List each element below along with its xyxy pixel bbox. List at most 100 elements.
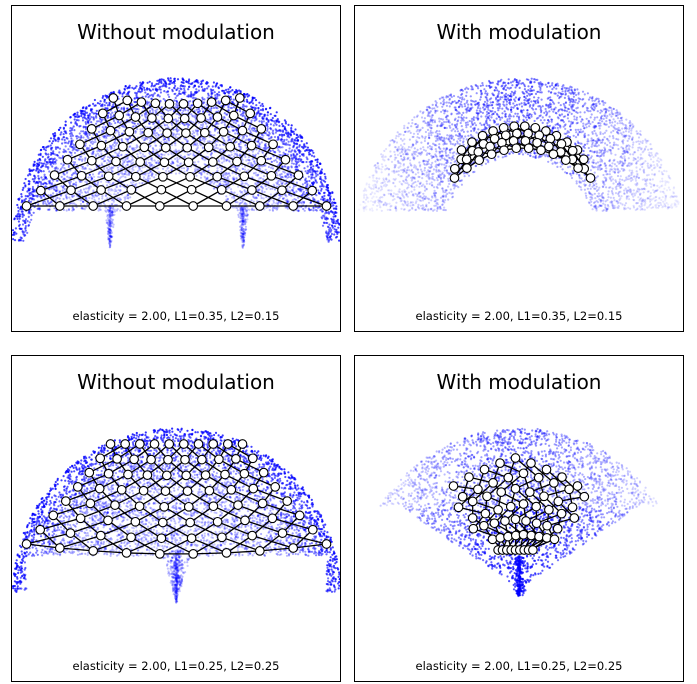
sample-point [28, 212, 32, 215]
sample-point [239, 214, 242, 217]
sample-point [151, 109, 154, 112]
sample-point [176, 158, 179, 161]
sample-point [53, 134, 56, 138]
sample-point [188, 78, 191, 81]
sample-point [42, 200, 45, 203]
sample-point [212, 81, 215, 84]
sample-point [176, 130, 179, 133]
sample-point [176, 132, 179, 136]
sample-point [37, 174, 40, 178]
sample-point [179, 92, 182, 95]
sample-point [304, 178, 307, 181]
sample-point [133, 107, 136, 110]
sample-point [90, 116, 93, 119]
sample-point [251, 158, 254, 161]
sample-point [226, 90, 229, 94]
sample-point [88, 104, 91, 107]
sample-point [324, 175, 327, 178]
sample-point [226, 197, 229, 200]
sample-point [193, 84, 196, 87]
sample-point [41, 155, 44, 158]
sample-point [210, 107, 213, 110]
sample-point [290, 155, 293, 158]
sample-point [63, 177, 66, 180]
sample-point [122, 91, 125, 95]
sample-point [49, 201, 52, 204]
sample-point [223, 183, 226, 186]
sample-point [223, 123, 226, 126]
sample-point [223, 115, 226, 119]
sample-point [98, 102, 101, 105]
sample-point [90, 109, 93, 112]
sample-point [306, 165, 309, 168]
sample-point [100, 180, 103, 183]
sample-point [81, 200, 85, 203]
sample-point [320, 189, 323, 192]
sample-point [85, 130, 88, 133]
sample-point [253, 154, 256, 157]
sample-point [244, 228, 247, 231]
sample-point [103, 128, 106, 131]
sample-point [159, 85, 162, 88]
sample-point [103, 167, 106, 171]
sample-point [34, 194, 37, 197]
sample-point [312, 209, 315, 212]
sample-point [146, 93, 149, 96]
sample-point [212, 89, 215, 92]
sample-point [30, 214, 33, 217]
sample-point [304, 206, 307, 209]
sample-point [126, 173, 129, 176]
sample-point [82, 188, 86, 191]
sample-point [286, 143, 290, 146]
sample-point [242, 136, 245, 139]
sample-point [109, 223, 112, 226]
sample-point [257, 140, 260, 143]
sample-point [273, 151, 276, 154]
sample-point [76, 149, 79, 152]
sample-point [112, 103, 115, 106]
sample-point [84, 122, 88, 125]
sample-point [270, 128, 273, 131]
sample-point [261, 102, 264, 106]
sample-point [135, 182, 138, 186]
sample-point [302, 147, 305, 150]
sample-point [24, 227, 27, 230]
sample-point [48, 181, 52, 184]
sample-point [297, 188, 300, 191]
sample-point [242, 230, 245, 233]
sample-point [261, 177, 265, 181]
sample-point [206, 140, 209, 143]
sample-point [327, 194, 330, 197]
sample-point [179, 108, 182, 112]
sample-point [229, 106, 232, 110]
sample-point [15, 232, 18, 235]
sample-point [253, 160, 256, 163]
sample-point [145, 111, 148, 114]
sample-point [272, 199, 275, 202]
sample-point [293, 144, 296, 147]
sample-point [316, 173, 319, 176]
sample-point [193, 80, 196, 83]
sample-point [115, 186, 118, 189]
sample-point [129, 116, 132, 119]
sample-point [88, 167, 91, 171]
sample-point [284, 182, 287, 186]
sample-point [241, 208, 244, 211]
sample-point [210, 93, 213, 96]
sample-point [87, 176, 90, 179]
sample-point [112, 181, 115, 184]
sample-point [110, 167, 113, 170]
sample-point [158, 154, 161, 158]
sample-point [106, 217, 110, 220]
sample-point [165, 85, 168, 88]
sample-point [58, 156, 61, 159]
sample-point [234, 201, 237, 204]
sample-point [270, 136, 273, 139]
sample-point [171, 160, 174, 163]
sample-point [227, 135, 230, 138]
sample-point [277, 180, 280, 183]
sample-point [201, 88, 204, 91]
sample-point [213, 91, 216, 94]
sample-point [227, 105, 230, 108]
sample-point [269, 149, 272, 153]
